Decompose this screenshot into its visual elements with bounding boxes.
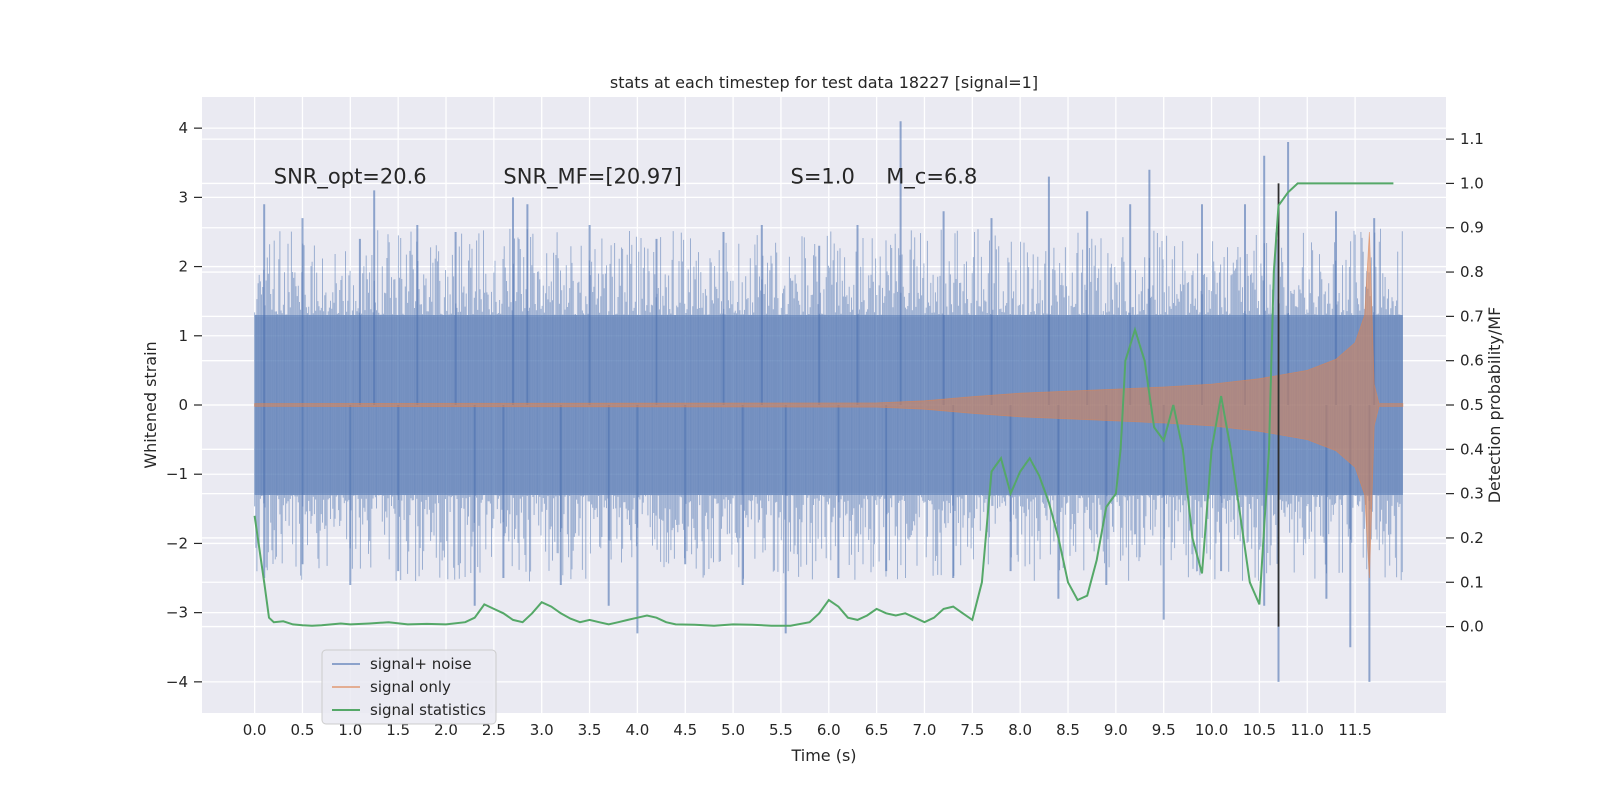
plot-area bbox=[202, 97, 1446, 713]
y-tick-label: −2 bbox=[166, 534, 188, 552]
y-tick-label: 1 bbox=[178, 327, 188, 345]
signal-statistics-line bbox=[253, 182, 1394, 627]
annotations: SNR_opt=20.6 SNR_MF=[20.97] S=1.0 M_c=6.8 bbox=[274, 165, 978, 190]
y-axis-label: Whitened strain bbox=[141, 341, 160, 468]
y-right-tick-label: 0.1 bbox=[1460, 573, 1484, 591]
y-right-tick-label: 0.0 bbox=[1460, 618, 1484, 636]
x-tick-label: 5.0 bbox=[721, 721, 745, 739]
x-tick-label: 1.5 bbox=[386, 721, 410, 739]
annotation-text: M_c=6.8 bbox=[886, 165, 977, 190]
y-right-tick-label: 0.9 bbox=[1460, 219, 1484, 237]
y-tick-label: 0 bbox=[178, 396, 188, 414]
y-right-tick-label: 1.1 bbox=[1460, 130, 1484, 148]
x-tick-label: 6.5 bbox=[865, 721, 889, 739]
x-tick-label: 2.0 bbox=[434, 721, 458, 739]
x-tick-label: 7.0 bbox=[913, 721, 937, 739]
y-tick-label: −3 bbox=[166, 604, 188, 622]
y-right-tick-label: 0.8 bbox=[1460, 263, 1484, 281]
signal-noise-spikes bbox=[263, 121, 1376, 682]
legend-entry: signal+ noise bbox=[370, 655, 472, 673]
x-tick-label: 8.0 bbox=[1008, 721, 1032, 739]
annotation-text: SNR_MF=[20.97] bbox=[503, 165, 681, 190]
x-tick-label: 9.0 bbox=[1104, 721, 1128, 739]
x-tick-label: 4.0 bbox=[625, 721, 649, 739]
x-tick-label: 3.5 bbox=[578, 721, 602, 739]
y-tick-label: −4 bbox=[166, 673, 188, 691]
legend-entry: signal only bbox=[370, 678, 451, 696]
y-right-tick-label: 1.0 bbox=[1460, 174, 1484, 192]
annotation-text: SNR_opt=20.6 bbox=[274, 165, 427, 190]
x-tick-label: 7.5 bbox=[960, 721, 984, 739]
x-tick-label: 3.0 bbox=[530, 721, 554, 739]
chart-title: stats at each timestep for test data 182… bbox=[610, 73, 1038, 92]
y-tick-label: 3 bbox=[178, 188, 188, 206]
y-tick-label: −1 bbox=[166, 465, 188, 483]
y-right-tick-label: 0.5 bbox=[1460, 396, 1484, 414]
y-right-tick-label: 0.7 bbox=[1460, 307, 1484, 325]
y-axis-right-label: Detection probability/MF bbox=[1485, 307, 1504, 504]
legend: signal+ noise signal only signal statistic… bbox=[321, 649, 497, 725]
y-right-tick-label: 0.3 bbox=[1460, 485, 1484, 503]
x-tick-label: 11.0 bbox=[1291, 721, 1324, 739]
annotation-text: S=1.0 bbox=[791, 165, 855, 189]
y-right-tick-label: 0.2 bbox=[1460, 529, 1484, 547]
x-axis-label: Time (s) bbox=[790, 746, 856, 765]
x-tick-label: 10.0 bbox=[1195, 721, 1228, 739]
legend-box bbox=[321, 649, 497, 725]
x-tick-label: 11.5 bbox=[1338, 721, 1371, 739]
x-tick-label: 2.5 bbox=[482, 721, 506, 739]
y-right-tick-label: 0.6 bbox=[1460, 352, 1484, 370]
x-tick-label: 10.5 bbox=[1243, 721, 1276, 739]
x-tick-label: 0.5 bbox=[291, 721, 315, 739]
y-axis-right: 0.0 0.1 0.2 0.3 0.4 0.5 0.6 0.7 0.8 0.9 1.0 1.1 bbox=[1446, 130, 1484, 636]
x-tick-label: 5.5 bbox=[769, 721, 793, 739]
x-tick-label: 4.5 bbox=[673, 721, 697, 739]
x-tick-label: 8.5 bbox=[1056, 721, 1080, 739]
x-tick-label: 0.0 bbox=[243, 721, 267, 739]
x-tick-label: 1.0 bbox=[338, 721, 362, 739]
x-axis: 0.0 0.5 1.0 1.5 2.0 2.5 3.0 3.5 4.0 4.5 5.0 5.5 6.0 6… bbox=[243, 721, 1372, 739]
y-right-tick-label: 0.4 bbox=[1460, 440, 1484, 458]
x-tick-label: 6.0 bbox=[817, 721, 841, 739]
y-tick-label: 4 bbox=[178, 119, 188, 137]
y-tick-label: 2 bbox=[178, 258, 188, 276]
legend-entry: signal statistics bbox=[370, 701, 486, 719]
x-tick-label: 9.5 bbox=[1152, 721, 1176, 739]
signal-only-area bbox=[254, 231, 1404, 579]
y-axis-left: −4 −3 −2 −1 0 1 2 3 4 bbox=[166, 119, 202, 691]
